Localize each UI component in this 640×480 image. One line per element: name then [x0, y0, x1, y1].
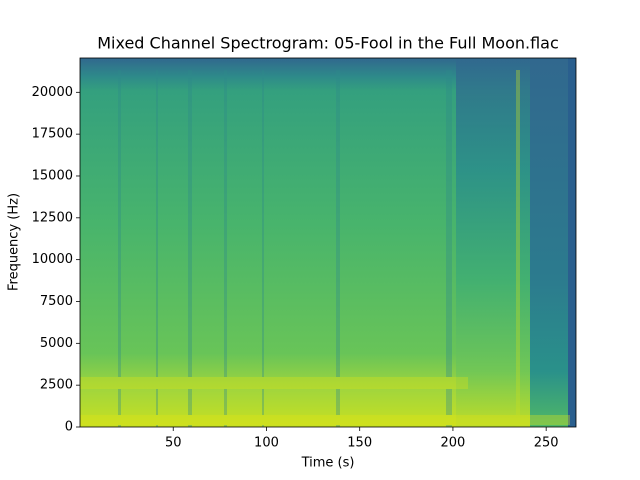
y-tick-label: 20000: [32, 85, 73, 100]
spectrogram: [80, 58, 576, 427]
x-axis-label: Time (s): [301, 456, 355, 471]
x-tick-label: 250: [534, 436, 559, 451]
y-tick-label: 7500: [40, 294, 73, 309]
y-axis-label: Frequency (Hz): [7, 193, 22, 291]
spectrogram-stripes: [80, 70, 570, 427]
y-tick-label: 12500: [32, 210, 73, 225]
y-tick-label: 0: [65, 420, 73, 435]
x-tick-label: 50: [165, 436, 182, 451]
x-tick-label: 200: [441, 436, 466, 451]
y-tick-label: 17500: [32, 127, 73, 142]
spectrogram-field: [530, 58, 568, 427]
y-tick-label: 2500: [40, 378, 73, 393]
y-tick-label: 15000: [32, 168, 73, 183]
x-tick-label: 100: [254, 436, 279, 451]
x-tick-label: 150: [347, 436, 372, 451]
y-tick-label: 5000: [40, 336, 73, 351]
chart-title: Mixed Channel Spectrogram: 05-Fool in th…: [97, 34, 559, 53]
spectrogram-field: [456, 58, 530, 427]
y-tick-label: 10000: [32, 252, 73, 267]
spectrogram-field: [568, 58, 576, 427]
plot-frame: [79, 57, 577, 428]
